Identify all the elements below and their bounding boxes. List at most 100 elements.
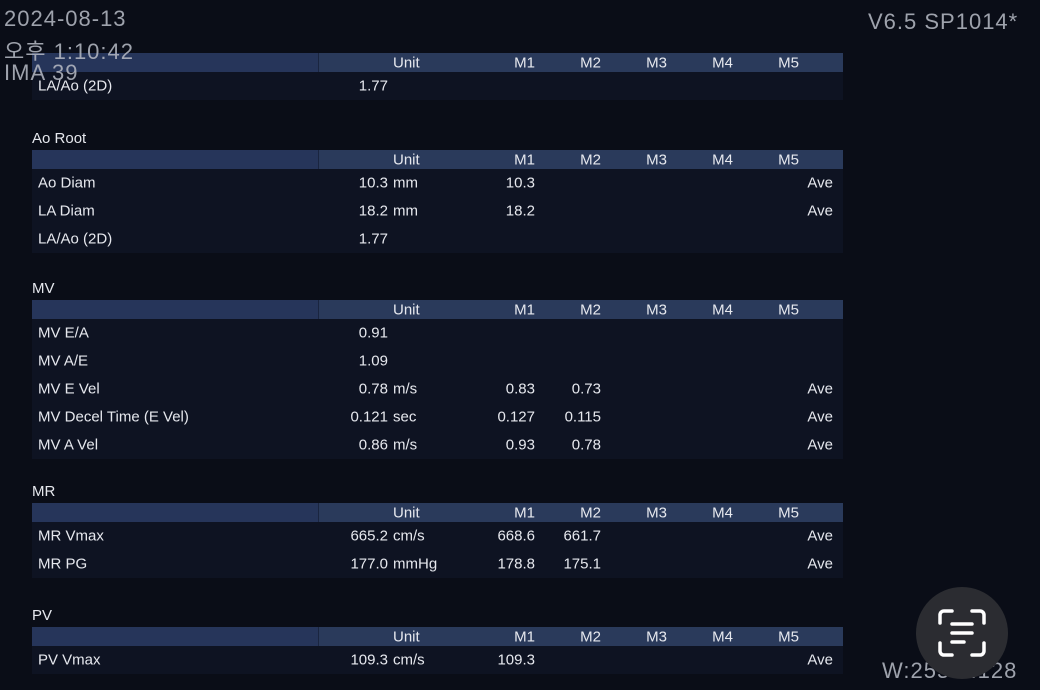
table-row[interactable]: MR PG 177.0 mmHg 178.8 175.1 Ave <box>32 550 843 578</box>
section-title: MR <box>32 483 56 500</box>
cell-value: 665.2 <box>350 527 388 545</box>
table-row[interactable]: MV A/E 1.09 <box>32 347 843 375</box>
cell-label: LA Diam <box>38 202 95 220</box>
header-m3: M3 <box>646 301 667 318</box>
cell-unit: cm/s <box>393 527 425 545</box>
header-m2: M2 <box>580 151 601 168</box>
cell-label: MR Vmax <box>38 527 104 545</box>
cell-value: 1.77 <box>358 77 388 95</box>
cell-m1: 18.2 <box>505 202 535 220</box>
table-row[interactable]: MR Vmax 665.2 cm/s 668.6 661.7 Ave <box>32 522 843 550</box>
cell-m2: 0.115 <box>564 408 601 426</box>
table-row[interactable]: MV A Vel 0.86 m/s 0.93 0.78 Ave <box>32 431 843 459</box>
cell-unit: mm <box>393 202 418 220</box>
cell-value: 177.0 <box>350 555 388 573</box>
header-m5: M5 <box>778 628 799 645</box>
cell-value: 0.86 <box>358 436 388 454</box>
header-m2: M2 <box>580 504 601 521</box>
text-scan-icon <box>938 609 986 657</box>
header-m4: M4 <box>712 301 733 318</box>
measurement-table: Unit M1 M2 M3 M4 M5 LA/Ao (2D) 1.77 <box>32 53 843 100</box>
header-unit: Unit <box>393 151 420 168</box>
section-title: PV <box>32 607 53 624</box>
table-header: Unit M1 M2 M3 M4 M5 <box>32 503 843 522</box>
header-m4: M4 <box>712 54 733 71</box>
table-header: Unit M1 M2 M3 M4 M5 <box>32 53 843 72</box>
header-m3: M3 <box>646 504 667 521</box>
header-m2: M2 <box>580 54 601 71</box>
cell-label: MV A/E <box>38 352 89 370</box>
cell-ave: Ave <box>807 202 833 220</box>
text-scan-button[interactable] <box>916 587 1008 679</box>
table-row[interactable]: Ao Diam 10.3 mm 10.3 Ave <box>32 169 843 197</box>
image-label: IMA 39 <box>4 60 79 85</box>
measurement-table: Unit M1 M2 M3 M4 M5 MR Vmax 665.2 cm/s 668.6 661.7… <box>32 503 843 578</box>
table-row[interactable]: PV Vmax 109.3 cm/s 109.3 Ave <box>32 646 843 674</box>
table-row[interactable]: MV E Vel 0.78 m/s 0.83 0.73 Ave <box>32 375 843 403</box>
cell-ave: Ave <box>807 436 833 454</box>
header-m4: M4 <box>712 628 733 645</box>
cell-unit: sec <box>393 408 417 426</box>
header-m4: M4 <box>712 504 733 521</box>
software-version: V6.5 SP1014* <box>868 9 1019 34</box>
header-m3: M3 <box>646 628 667 645</box>
header-m1: M1 <box>514 628 535 645</box>
cell-ave: Ave <box>807 408 833 426</box>
header-unit: Unit <box>393 504 420 521</box>
cell-value: 0.78 <box>358 380 388 398</box>
header-m5: M5 <box>778 151 799 168</box>
table-row[interactable]: LA/Ao (2D) 1.77 <box>32 225 843 253</box>
header-m5: M5 <box>778 54 799 71</box>
section-title: Ao Root <box>32 130 87 147</box>
cell-unit: mmHg <box>393 555 438 573</box>
exam-date: 2024-08-13 <box>4 6 127 31</box>
cell-m1: 0.127 <box>497 408 535 426</box>
header-label-cell <box>32 627 319 646</box>
header-unit: Unit <box>393 54 420 71</box>
cell-label: PV Vmax <box>38 651 101 669</box>
cell-unit: m/s <box>393 436 418 454</box>
header-m5: M5 <box>778 504 799 521</box>
header-unit: Unit <box>393 628 420 645</box>
cell-label: MV Decel Time (E Vel) <box>38 408 189 426</box>
measurement-table: Unit M1 M2 M3 M4 M5 PV Vmax 109.3 cm/s 109.3 Ave <box>32 627 843 674</box>
cell-label: MV E Vel <box>38 380 100 398</box>
header-label-cell <box>32 150 319 169</box>
cell-m2: 175.1 <box>563 555 601 573</box>
cell-m2: 0.73 <box>571 380 601 398</box>
cell-m2: 661.7 <box>563 527 601 545</box>
cell-label: LA/Ao (2D) <box>38 230 113 248</box>
cell-label: MR PG <box>38 555 88 573</box>
cell-ave: Ave <box>807 380 833 398</box>
cell-m2: 0.78 <box>571 436 601 454</box>
cell-value: 10.3 <box>358 174 388 192</box>
cell-value: 0.121 <box>350 408 388 426</box>
cell-unit: mm <box>393 174 418 192</box>
cell-label: MV A Vel <box>38 436 99 454</box>
header-label-cell <box>32 300 319 319</box>
header-m5: M5 <box>778 301 799 318</box>
table-header: Unit M1 M2 M3 M4 M5 <box>32 150 843 169</box>
cell-value: 1.09 <box>358 352 388 370</box>
table-row[interactable]: LA Diam 18.2 mm 18.2 Ave <box>32 197 843 225</box>
header-m2: M2 <box>580 301 601 318</box>
header-unit: Unit <box>393 301 420 318</box>
header-m1: M1 <box>514 54 535 71</box>
cell-value: 109.3 <box>350 651 388 669</box>
header-m4: M4 <box>712 151 733 168</box>
cell-unit: m/s <box>393 380 418 398</box>
cell-m1: 0.83 <box>505 380 535 398</box>
cell-m1: 178.8 <box>497 555 535 573</box>
header-m1: M1 <box>514 301 535 318</box>
header-m2: M2 <box>580 628 601 645</box>
table-row[interactable]: MV E/A 0.91 <box>32 319 843 347</box>
cell-ave: Ave <box>807 555 833 573</box>
header-m1: M1 <box>514 151 535 168</box>
cell-label: LA/Ao (2D) <box>38 77 113 95</box>
cell-m1: 109.3 <box>497 651 535 669</box>
table-header: Unit M1 M2 M3 M4 M5 <box>32 300 843 319</box>
cell-ave: Ave <box>807 527 833 545</box>
header-m3: M3 <box>646 151 667 168</box>
table-row[interactable]: MV Decel Time (E Vel) 0.121 sec 0.127 0.115 A… <box>32 403 843 431</box>
table-row[interactable]: LA/Ao (2D) 1.77 <box>32 72 843 100</box>
